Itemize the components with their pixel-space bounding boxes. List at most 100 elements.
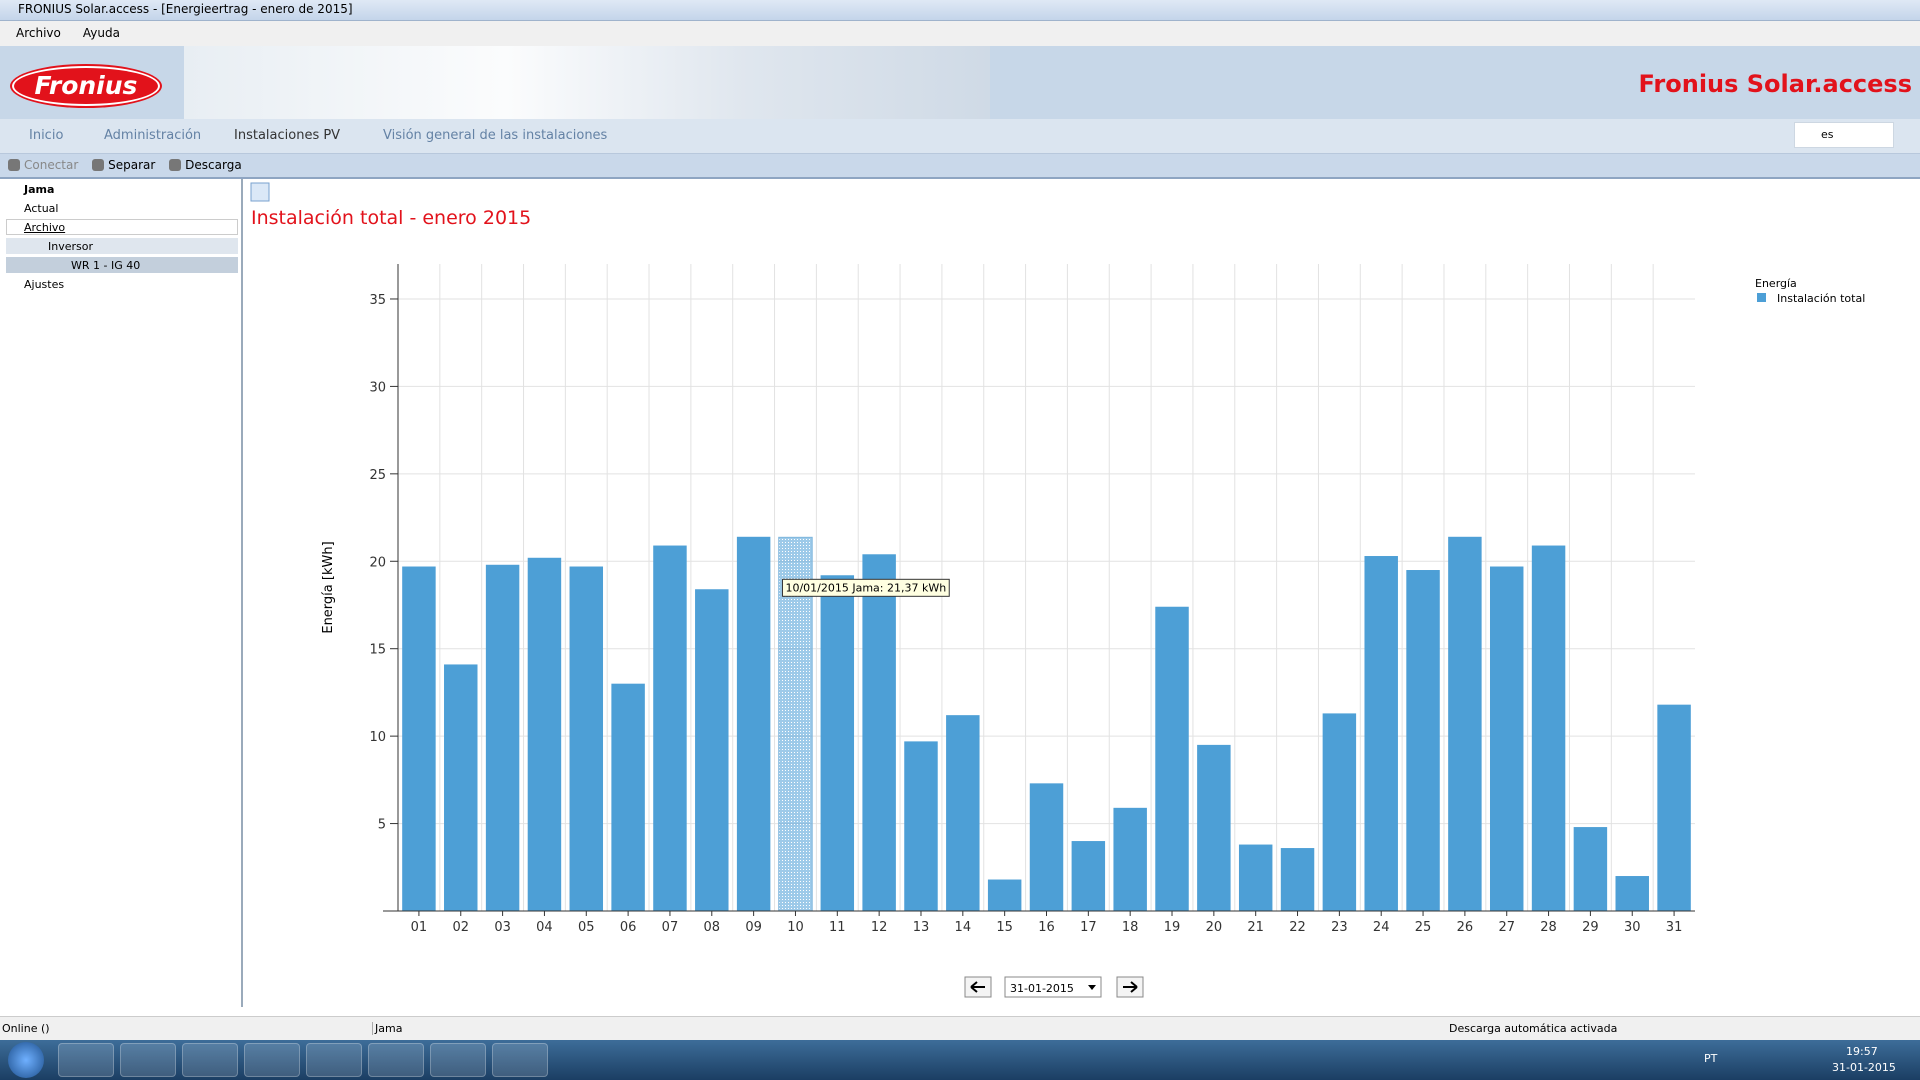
bar: [820, 575, 855, 911]
x-tick-label: 26: [1457, 920, 1474, 935]
chart-title: Instalación total - enero 2015: [251, 207, 531, 229]
x-tick-label: 20: [1206, 920, 1223, 935]
bar: [1657, 704, 1691, 911]
x-tick-label: 04: [536, 920, 553, 935]
x-tick-label: 14: [955, 920, 972, 935]
bar: [736, 536, 771, 911]
x-tick-label: 23: [1331, 920, 1348, 935]
x-tick-label: 15: [996, 920, 1013, 935]
taskbar-app[interactable]: [58, 1043, 114, 1077]
bar: [1406, 570, 1440, 911]
tooltip: 10/01/2015 Jama: 21,37 kWh: [781, 578, 950, 597]
y-tick-label: 5: [378, 818, 386, 833]
y-tick-label: 10: [369, 730, 386, 745]
tray-date: 31-01-2015: [1832, 1061, 1896, 1074]
nav-bar: Inicio Administración Instalaciones PV V…: [0, 119, 1920, 154]
toolbar-button[interactable]: Separar: [92, 158, 155, 172]
taskbar-app[interactable]: [430, 1043, 486, 1077]
nav-tab[interactable]: Instalaciones PV: [234, 128, 341, 143]
chart-panel: Instalación total - enero 2015 5 10 15 20 25…: [245, 179, 1920, 1007]
x-tick-label: 24: [1373, 920, 1390, 935]
tree-item[interactable]: Ajustes: [24, 278, 65, 291]
prev-arrow: [970, 981, 985, 993]
y-tick-label: 25: [369, 468, 386, 483]
language-select[interactable]: es: [1794, 122, 1894, 148]
logo: Fronius: [12, 66, 160, 106]
bar: [1448, 536, 1482, 911]
bar: [946, 715, 980, 911]
tray-language[interactable]: PT: [1704, 1052, 1718, 1065]
bar: [611, 683, 645, 911]
tooltip-text: 10/01/2015 Jama: 21,37 kWh: [785, 581, 946, 594]
y-tick-label: 35: [369, 293, 386, 308]
bar: [1573, 827, 1608, 911]
bar: [1238, 844, 1273, 911]
status-text: Descarga automática activada: [1449, 1022, 1618, 1035]
dropdown-arrow: [1088, 985, 1096, 990]
taskbar-app[interactable]: [306, 1043, 362, 1077]
x-tick-label: 31: [1666, 920, 1683, 935]
x-tick-label: 01: [411, 920, 428, 935]
bar: [987, 879, 1022, 911]
y-tick-label: 15: [369, 643, 386, 658]
date-picker[interactable]: [1004, 976, 1102, 998]
toolbar-button[interactable]: Conectar: [8, 158, 78, 172]
bar: [653, 545, 687, 911]
banner-image: [184, 46, 990, 119]
menu-item[interactable]: Archivo: [16, 26, 61, 40]
taskbar-app[interactable]: [244, 1043, 300, 1077]
tree-item[interactable]: Archivo: [24, 221, 66, 234]
taskbar-app[interactable]: [120, 1043, 176, 1077]
x-tick-label: 27: [1498, 920, 1515, 935]
y-tick-label: 30: [369, 380, 386, 395]
x-tick-label: 30: [1624, 920, 1641, 935]
bar: [904, 741, 938, 911]
bar: [1322, 713, 1357, 911]
taskbar-app[interactable]: [182, 1043, 238, 1077]
x-tick-label: 22: [1289, 920, 1306, 935]
taskbar-app[interactable]: [368, 1043, 424, 1077]
x-tick-label: 13: [913, 920, 930, 935]
x-tick-label: 17: [1080, 920, 1097, 935]
x-tick-label: 25: [1415, 920, 1432, 935]
toolbar-button[interactable]: Descarga: [169, 158, 242, 172]
bar: [1364, 556, 1398, 911]
banner: Fronius Fronius Solar.access: [0, 46, 1920, 119]
x-tick-label: 10: [787, 920, 804, 935]
y-tick-label: 20: [369, 555, 386, 570]
bar: [778, 536, 813, 912]
status-bar: Online () Jama Descarga automática activ…: [0, 1016, 1920, 1040]
nav-tab[interactable]: Visión general de las instalaciones: [383, 128, 608, 143]
bar: [862, 554, 896, 911]
start-button[interactable]: [8, 1042, 44, 1078]
y-axis-label: Energía [kWh]: [321, 541, 336, 633]
tooltip-box: [781, 578, 950, 597]
taskbar-app[interactable]: [492, 1043, 548, 1077]
tool-button[interactable]: [250, 182, 270, 202]
date-picker-text: 31-01-2015: [1010, 982, 1074, 995]
x-tick-label: 02: [452, 920, 469, 935]
tray-time: 19:57: [1846, 1045, 1878, 1058]
tree-root[interactable]: Jama: [24, 183, 55, 196]
bar: [402, 566, 436, 911]
x-tick-label: 21: [1247, 920, 1264, 935]
nav-tab[interactable]: Inicio: [29, 128, 64, 143]
legend-label: Instalación total: [1777, 292, 1865, 305]
tree-item[interactable]: Actual: [24, 202, 59, 215]
x-tick-label: 28: [1540, 920, 1557, 935]
x-tick-label: 07: [662, 920, 679, 935]
nav-tab[interactable]: Administración: [104, 128, 202, 143]
chart: Instalación total - enero 2015 5 10 15 20 25…: [250, 182, 1865, 998]
tree-panel: Jama Actual Archivo Inversor WR 1 - IG 4…: [0, 179, 243, 1007]
tree-item[interactable]: WR 1 - IG 40: [71, 259, 141, 272]
bar: [695, 589, 729, 911]
x-tick-label: 19: [1164, 920, 1181, 935]
bar: [527, 557, 562, 911]
bar: [569, 566, 604, 911]
status-text: Online (): [2, 1022, 50, 1035]
menu-item[interactable]: Ayuda: [82, 26, 120, 40]
tree-item[interactable]: Inversor: [48, 240, 93, 253]
product-name: Fronius Solar.access: [1638, 70, 1912, 98]
x-tick-label: 11: [829, 920, 846, 935]
